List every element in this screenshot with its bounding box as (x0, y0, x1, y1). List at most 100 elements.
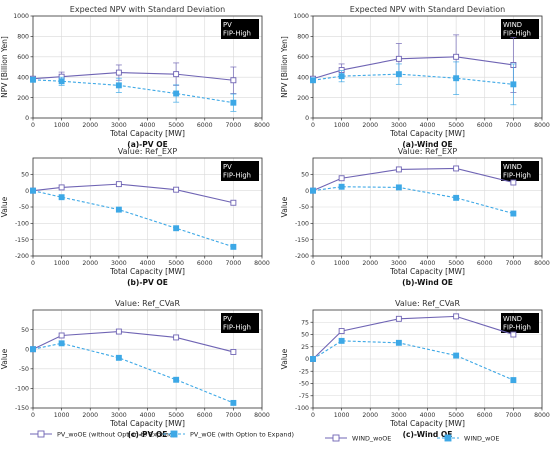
data-point (30, 187, 36, 194)
legend-marker (332, 434, 340, 442)
x-tick-label: 3000 (111, 412, 127, 419)
tag-text: WIND (503, 163, 522, 171)
series-1 (30, 187, 237, 250)
tag-text: WIND (503, 315, 522, 323)
tag-text: PV (223, 163, 232, 171)
y-tick-label: 0 (25, 188, 29, 195)
data-point (453, 53, 460, 60)
x-tick-label: 6000 (197, 260, 213, 267)
x-tick-label: 8000 (254, 412, 270, 419)
y-tick-label: -50 (19, 366, 29, 373)
chart-title: Value: Ref_EXP (118, 147, 178, 156)
data-point (395, 184, 402, 191)
chart-title: Expected NPV with Standard Deviation (350, 5, 505, 14)
chart-title: Value: Ref_EXP (398, 147, 458, 156)
series-line (32, 342, 234, 404)
x-tick-label: 6000 (477, 260, 493, 267)
data-point (310, 77, 316, 84)
data-point (58, 184, 65, 191)
y-axis-label: Value (280, 348, 289, 369)
x-tick-label: 3000 (111, 122, 127, 129)
y-tick-label: 1000 (293, 13, 309, 20)
x-tick-label: 6000 (477, 122, 493, 129)
data-point (173, 90, 180, 97)
y-tick-label: -200 (15, 253, 29, 260)
data-point (395, 166, 402, 173)
series-line (312, 315, 514, 360)
data-point (115, 82, 122, 89)
y-tick-label: -100 (295, 221, 309, 228)
legend-item-3: WIND_wOE (437, 434, 499, 442)
x-tick-label: 2000 (362, 260, 378, 267)
data-point (453, 165, 460, 172)
x-tick-label: 7000 (506, 122, 522, 129)
y-tick-label: 800 (297, 34, 309, 41)
legend-label: WIND_wOE (464, 434, 499, 442)
series-0 (30, 181, 237, 206)
y-tick-label: -50 (19, 204, 29, 211)
x-tick-label: 4000 (420, 260, 436, 267)
y-tick-label: 0 (25, 115, 29, 122)
data-point (30, 346, 36, 353)
series-1 (310, 61, 517, 106)
legend-label: PV_woOE (without Option to Expand) (57, 430, 175, 438)
x-tick-label: 7000 (506, 260, 522, 267)
legend-item-1: PV_wOE (with Option to Expand) (163, 430, 294, 438)
tag-box-bg (221, 19, 259, 39)
series-0 (310, 313, 517, 362)
x-tick-label: 7000 (506, 412, 522, 419)
chart-caption: (c)-PV OE (128, 430, 168, 439)
x-tick-label: 1000 (334, 260, 350, 267)
tag-text: FIP-High (223, 30, 251, 38)
x-axis-label: Total Capacity [MW] (389, 419, 465, 428)
x-tick-label: 8000 (534, 122, 550, 129)
x-tick-label: 5000 (168, 260, 184, 267)
chart-caption: (c)-Wind OE (403, 430, 453, 439)
chart-title: Value: Ref_CVaR (395, 299, 460, 308)
y-tick-label: 800 (17, 34, 29, 41)
x-tick-label: 1000 (54, 260, 70, 267)
data-point (115, 354, 122, 361)
x-tick-label: 5000 (448, 122, 464, 129)
x-tick-label: 4000 (420, 122, 436, 129)
data-point (58, 332, 65, 339)
data-point (395, 315, 402, 322)
data-point (395, 339, 402, 346)
legend-marker (37, 430, 45, 438)
charts-layer: 0 1000 2000 3000 4000 5000 6000 7000 80000200400… (0, 5, 550, 439)
data-point (453, 313, 460, 320)
y-tick-label: 50 (21, 172, 29, 179)
x-tick-label: 5000 (448, 260, 464, 267)
x-tick-label: 5000 (448, 412, 464, 419)
x-axis-label: Total Capacity [MW] (109, 267, 185, 276)
y-tick-label: 50 (301, 332, 309, 339)
series-0 (310, 165, 517, 194)
data-point (230, 77, 237, 84)
data-point (30, 76, 36, 83)
x-tick-label: 1000 (54, 122, 70, 129)
legend-label: PV_wOE (with Option to Expand) (190, 430, 294, 438)
data-point (115, 206, 122, 213)
tag-box-bg (221, 313, 259, 333)
legend-item-0: PV_woOE (without Option to Expand) (30, 430, 175, 438)
x-tick-label: 3000 (391, 260, 407, 267)
x-tick-label: 7000 (226, 260, 242, 267)
y-axis-label: Value (0, 348, 9, 369)
y-tick-label: -150 (15, 405, 29, 412)
data-point (338, 337, 345, 344)
tag-text: FIP-High (223, 324, 251, 332)
data-point (510, 81, 517, 88)
y-tick-label: 0 (305, 356, 309, 363)
series-1 (30, 76, 237, 112)
data-point (115, 69, 122, 76)
data-point (58, 340, 65, 347)
data-point (230, 99, 237, 106)
x-axis-label: Total Capacity [MW] (389, 129, 465, 138)
x-tick-label: 0 (311, 412, 315, 419)
y-tick-label: 0 (305, 188, 309, 195)
x-tick-label: 8000 (534, 260, 550, 267)
